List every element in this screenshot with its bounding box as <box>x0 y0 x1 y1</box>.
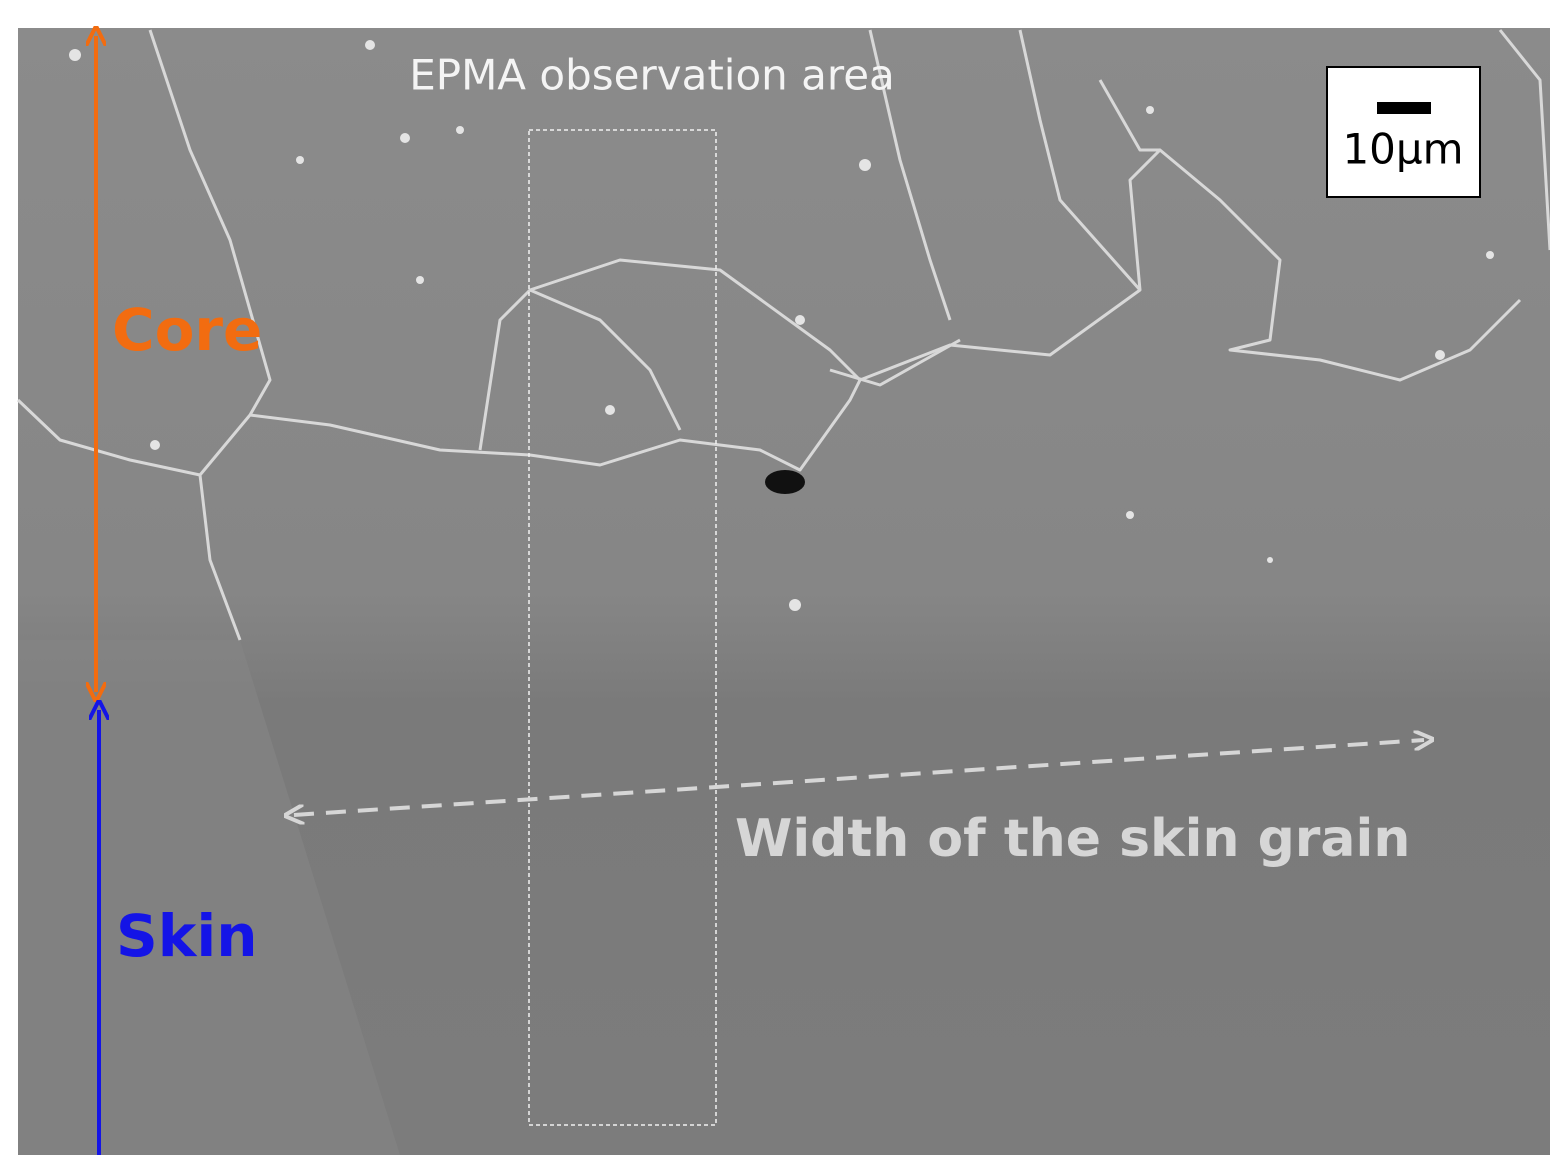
scale-bar: 10μm <box>1327 67 1480 197</box>
skin-label: Skin <box>116 902 258 970</box>
skin-width-label: Width of the skin grain <box>735 809 1410 869</box>
scale-line <box>1377 102 1431 114</box>
epma-label: EPMA observation area <box>409 51 895 100</box>
pore <box>765 470 805 494</box>
core-label: Core <box>112 296 262 364</box>
scale-label: 10μm <box>1342 125 1463 174</box>
micrograph-figure: EPMA observation area 10μm Core Skin Wid… <box>0 0 1550 1155</box>
